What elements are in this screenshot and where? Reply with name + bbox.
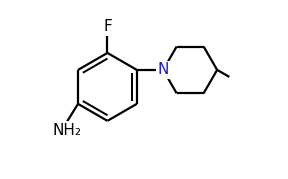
Text: N: N: [158, 62, 169, 77]
Text: NH₂: NH₂: [53, 123, 82, 138]
Text: F: F: [103, 19, 112, 34]
